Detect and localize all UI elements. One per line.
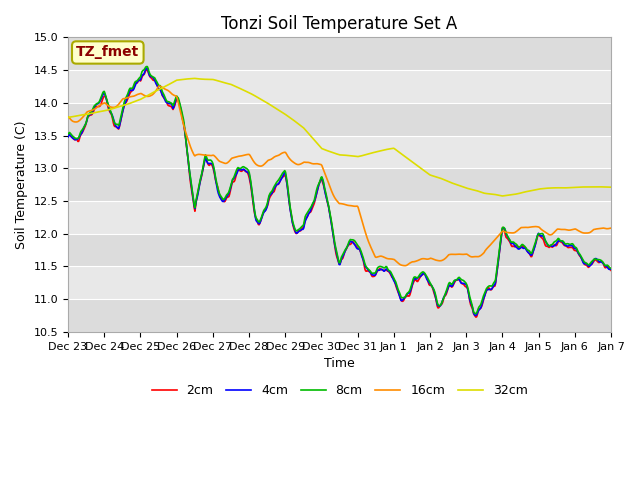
4cm	[406, 288, 414, 294]
Line: 8cm: 8cm	[68, 67, 611, 313]
16cm	[130, 93, 138, 99]
2cm	[74, 139, 82, 144]
16cm	[186, 142, 193, 147]
Y-axis label: Soil Temperature (C): Soil Temperature (C)	[15, 120, 28, 249]
32cm	[499, 193, 506, 199]
4cm	[64, 134, 72, 140]
4cm	[214, 191, 222, 196]
2cm	[130, 85, 138, 91]
2cm	[472, 314, 480, 320]
8cm	[607, 265, 615, 271]
32cm	[406, 157, 414, 163]
8cm	[186, 169, 193, 175]
8cm	[143, 64, 150, 70]
4cm	[130, 86, 138, 92]
16cm	[156, 83, 163, 89]
8cm	[64, 131, 72, 137]
Bar	[68, 168, 611, 201]
2cm	[143, 67, 150, 73]
8cm	[74, 135, 82, 141]
8cm	[406, 287, 414, 292]
32cm	[422, 169, 430, 175]
Bar	[68, 135, 611, 168]
4cm	[74, 136, 82, 142]
Line: 2cm: 2cm	[68, 70, 611, 317]
Line: 32cm: 32cm	[68, 78, 611, 196]
16cm	[401, 263, 409, 269]
Bar	[68, 266, 611, 299]
Line: 4cm: 4cm	[68, 68, 611, 315]
16cm	[407, 260, 415, 265]
4cm	[186, 170, 193, 176]
32cm	[191, 75, 199, 81]
32cm	[185, 76, 193, 82]
32cm	[74, 113, 82, 119]
2cm	[214, 187, 222, 193]
8cm	[130, 83, 138, 88]
Bar	[68, 37, 611, 70]
Bar	[68, 70, 611, 103]
8cm	[422, 273, 430, 278]
8cm	[214, 187, 222, 193]
Bar	[68, 299, 611, 332]
32cm	[607, 184, 615, 190]
4cm	[143, 65, 150, 71]
4cm	[422, 275, 430, 280]
X-axis label: Time: Time	[324, 357, 355, 370]
16cm	[74, 119, 82, 124]
2cm	[186, 172, 193, 178]
16cm	[214, 157, 222, 163]
4cm	[472, 312, 480, 318]
Legend: 2cm, 4cm, 8cm, 16cm, 32cm: 2cm, 4cm, 8cm, 16cm, 32cm	[147, 379, 532, 402]
Title: Tonzi Soil Temperature Set A: Tonzi Soil Temperature Set A	[221, 15, 458, 33]
2cm	[64, 132, 72, 137]
16cm	[423, 256, 431, 262]
2cm	[406, 291, 414, 297]
2cm	[422, 273, 430, 279]
32cm	[214, 78, 222, 84]
16cm	[64, 114, 72, 120]
Line: 16cm: 16cm	[68, 86, 611, 266]
4cm	[607, 266, 615, 272]
Text: TZ_fmet: TZ_fmet	[76, 46, 140, 60]
32cm	[64, 115, 72, 120]
Bar	[68, 201, 611, 234]
32cm	[130, 99, 138, 105]
16cm	[607, 225, 615, 231]
Bar	[68, 103, 611, 135]
2cm	[607, 267, 615, 273]
8cm	[472, 311, 480, 316]
Bar	[68, 234, 611, 266]
